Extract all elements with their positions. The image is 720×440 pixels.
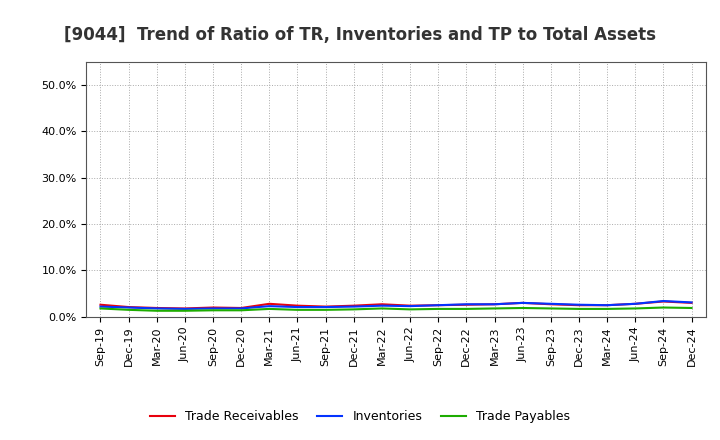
Trade Receivables	[153, 305, 161, 311]
Line: Inventories: Inventories	[101, 301, 691, 309]
Trade Receivables	[377, 302, 386, 307]
Trade Receivables	[349, 303, 358, 308]
Trade Payables	[237, 308, 246, 313]
Trade Payables	[153, 308, 161, 313]
Trade Receivables	[462, 302, 471, 308]
Trade Receivables	[293, 303, 302, 308]
Trade Receivables	[490, 302, 499, 307]
Inventories	[518, 300, 527, 305]
Trade Payables	[659, 305, 667, 310]
Inventories	[153, 306, 161, 311]
Trade Receivables	[321, 304, 330, 309]
Trade Receivables	[96, 302, 105, 308]
Inventories	[293, 304, 302, 310]
Trade Receivables	[209, 305, 217, 310]
Line: Trade Payables: Trade Payables	[101, 308, 691, 311]
Trade Payables	[293, 307, 302, 312]
Inventories	[406, 304, 415, 309]
Trade Payables	[462, 306, 471, 312]
Inventories	[321, 304, 330, 310]
Inventories	[603, 303, 611, 308]
Trade Payables	[575, 306, 583, 312]
Trade Payables	[518, 305, 527, 311]
Inventories	[209, 306, 217, 311]
Trade Payables	[377, 306, 386, 311]
Trade Receivables	[406, 303, 415, 308]
Inventories	[575, 302, 583, 308]
Inventories	[659, 298, 667, 304]
Trade Receivables	[603, 303, 611, 308]
Trade Payables	[209, 308, 217, 313]
Trade Receivables	[265, 301, 274, 306]
Line: Trade Receivables: Trade Receivables	[101, 301, 691, 308]
Trade Receivables	[687, 300, 696, 305]
Trade Payables	[603, 306, 611, 312]
Trade Receivables	[546, 302, 555, 307]
Trade Payables	[96, 306, 105, 311]
Inventories	[434, 303, 443, 308]
Text: [9044]  Trend of Ratio of TR, Inventories and TP to Total Assets: [9044] Trend of Ratio of TR, Inventories…	[64, 26, 656, 44]
Trade Receivables	[575, 303, 583, 308]
Inventories	[687, 300, 696, 305]
Inventories	[181, 306, 189, 312]
Trade Receivables	[631, 301, 639, 306]
Trade Payables	[321, 307, 330, 312]
Trade Payables	[181, 308, 189, 313]
Trade Receivables	[125, 304, 133, 310]
Trade Payables	[490, 306, 499, 311]
Trade Payables	[406, 307, 415, 312]
Trade Payables	[125, 307, 133, 312]
Inventories	[631, 301, 639, 306]
Trade Payables	[434, 306, 443, 312]
Inventories	[546, 301, 555, 306]
Legend: Trade Receivables, Inventories, Trade Payables: Trade Receivables, Inventories, Trade Pa…	[144, 404, 576, 429]
Trade Receivables	[181, 306, 189, 311]
Trade Receivables	[237, 305, 246, 311]
Inventories	[265, 304, 274, 309]
Inventories	[237, 306, 246, 311]
Trade Payables	[546, 306, 555, 311]
Inventories	[490, 302, 499, 307]
Trade Payables	[631, 306, 639, 311]
Inventories	[125, 305, 133, 310]
Trade Receivables	[518, 300, 527, 305]
Inventories	[349, 304, 358, 309]
Trade Payables	[265, 306, 274, 312]
Trade Receivables	[434, 303, 443, 308]
Trade Payables	[687, 305, 696, 311]
Inventories	[462, 302, 471, 307]
Trade Payables	[349, 307, 358, 312]
Trade Receivables	[659, 299, 667, 304]
Inventories	[377, 303, 386, 308]
Inventories	[96, 304, 105, 309]
